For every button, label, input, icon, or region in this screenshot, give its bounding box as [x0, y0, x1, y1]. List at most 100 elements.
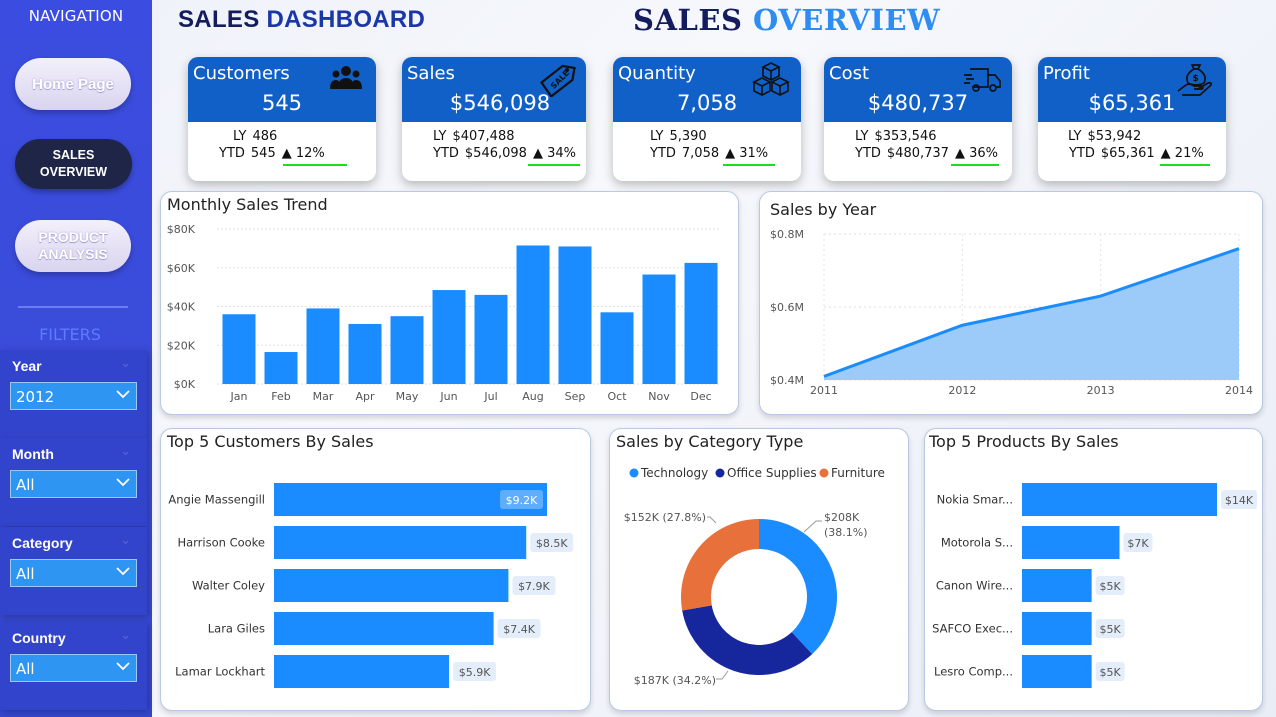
kpi-ly-value: 5,390	[669, 129, 707, 144]
category-label: Nokia Smar...	[937, 493, 1013, 507]
donut-slice	[681, 519, 759, 611]
kpi-value: 7,058	[676, 91, 738, 115]
growth-underline	[951, 164, 999, 166]
category-label: Harrison Cooke	[177, 536, 265, 550]
growth-underline	[723, 164, 775, 166]
kpi-card-cost: Cost $480,737 LY $353,546 YTD $480,737 ▲ 36…	[824, 57, 1012, 181]
bar	[274, 612, 494, 645]
kpi-ly-value: $353,546	[874, 129, 937, 144]
x-tick-label: Jan	[230, 390, 248, 403]
month-select[interactable]: All	[10, 470, 137, 498]
data-label: $152K (27.8%)	[624, 511, 706, 524]
kpi-ytd-value: 7,058	[681, 146, 720, 161]
kpi-ly-row: LY 486	[233, 129, 277, 144]
nav-sales-overview-button[interactable]: SALES OVERVIEW	[15, 139, 132, 189]
data-label: $5K	[1100, 580, 1122, 593]
kpi-ly-value: 486	[252, 129, 278, 144]
year-select-value: 2012	[16, 388, 55, 406]
svg-text:SALE: SALE	[549, 68, 571, 90]
growth-underline	[1160, 164, 1210, 166]
people-icon	[330, 66, 362, 89]
overview-title-part2: OVERVIEW	[753, 3, 941, 37]
year-select[interactable]: 2012	[10, 382, 137, 410]
data-label-bg	[453, 662, 497, 681]
bar	[274, 526, 527, 559]
kpi-ly-label: LY	[433, 129, 447, 144]
chevron-down-icon[interactable]: ⌄	[120, 444, 131, 459]
y-tick-label: $40K	[167, 301, 196, 314]
data-label: $187K (34.2%)	[634, 674, 716, 687]
top-customers-panel: Top 5 Customers By Sales Angie Massengil…	[160, 428, 591, 711]
chevron-down-icon[interactable]: ⌄	[120, 533, 131, 548]
dashboard-title: SALES DASHBOARD	[178, 6, 425, 34]
bar	[274, 655, 450, 688]
delivery-truck-icon	[964, 68, 1001, 92]
kpi-ytd-row: YTD $546,098 ▲ 34%	[433, 146, 576, 161]
kpi-ly-row: LY $407,488	[433, 129, 515, 144]
sales-by-year-chart: $0.4M $0.6M $0.8M 2011 2012 2013 2014	[770, 228, 1253, 397]
kpi-ly-label: LY	[855, 129, 869, 144]
bar	[1022, 483, 1217, 516]
dashboard-title-part2: DASHBOARD	[266, 6, 426, 33]
legend-dot	[819, 468, 829, 478]
data-label: $7.4K	[503, 623, 535, 636]
kpi-header: Cost $480,737	[824, 57, 1012, 122]
kpi-ly-label: LY	[233, 129, 247, 144]
kpi-ytd-row: YTD 7,058 ▲ 31%	[650, 146, 768, 161]
x-tick-label: Nov	[648, 390, 670, 403]
donut-slice	[759, 519, 837, 655]
data-label: $7.9K	[518, 580, 550, 593]
data-label: $9.2K	[506, 494, 538, 507]
bar	[390, 316, 424, 384]
category-label: Lara Giles	[208, 622, 265, 636]
data-label-bg	[1095, 662, 1125, 681]
monthly-sales-chart: $0K $20K $40K $60K $80K Jan Feb Mar Apr May Jun Jul…	[167, 223, 721, 403]
bar	[684, 262, 718, 384]
country-select[interactable]: All	[10, 654, 137, 682]
month-select-value: All	[16, 476, 35, 494]
bar	[516, 245, 550, 384]
kpi-card-sales: Sales $546,098 SALE LY $407,488 YTD $546,0…	[402, 57, 586, 181]
nav-product-analysis-button[interactable]: PRODUCT ANALYSIS	[15, 220, 131, 272]
chevron-down-icon	[116, 478, 130, 487]
category-select[interactable]: All	[10, 559, 137, 587]
svg-text:$: $	[1193, 74, 1199, 84]
chevron-down-icon[interactable]: ⌄	[120, 356, 131, 371]
x-tick-label: 2011	[810, 384, 838, 397]
kpi-name: Cost	[829, 63, 870, 84]
bar	[1022, 612, 1092, 645]
y-tick-label: $20K	[167, 339, 196, 352]
bar	[642, 274, 676, 384]
chevron-down-icon[interactable]: ⌄	[120, 628, 131, 643]
kpi-value: $65,361	[1088, 91, 1176, 115]
nav-sales-label-2: OVERVIEW	[39, 165, 108, 179]
top-customers-title: Top 5 Customers By Sales	[167, 432, 374, 451]
filter-country: Country ⌄ All	[0, 622, 147, 710]
overview-title: SALES OVERVIEW	[633, 3, 940, 37]
category-label: Angie Massengill	[168, 493, 265, 507]
kpi-growth-pct: ▲ 12%	[281, 146, 325, 161]
kpi-ly-row: LY $353,546	[855, 129, 937, 144]
growth-underline	[283, 164, 347, 166]
kpi-ytd-label: YTD	[433, 146, 459, 161]
x-tick-label: May	[396, 390, 419, 403]
kpi-ly-value: $407,488	[452, 129, 515, 144]
data-label-bg	[1123, 533, 1153, 552]
sale-tag-icon: SALE	[540, 64, 576, 97]
kpi-name: Quantity	[618, 63, 696, 84]
bar	[558, 246, 592, 384]
series-line	[823, 247, 1240, 378]
data-label: (38.1%)	[824, 526, 868, 539]
legend-label: Technology	[640, 466, 708, 480]
kpi-ytd-label: YTD	[219, 146, 245, 161]
category-label: SAFCO Exec...	[932, 622, 1013, 636]
nav-home-button[interactable]: Home Page	[15, 58, 131, 110]
bar	[306, 308, 340, 384]
kpi-ytd-row: YTD $65,361 ▲ 21%	[1069, 146, 1204, 161]
kpi-ly-value: $53,942	[1087, 129, 1142, 144]
category-label: Walter Coley	[192, 579, 265, 593]
sales-by-year-title: Sales by Year	[770, 200, 877, 219]
data-label-bg	[1221, 490, 1257, 509]
data-label: $5.9K	[459, 666, 491, 679]
x-tick-label: Oct	[607, 390, 627, 403]
